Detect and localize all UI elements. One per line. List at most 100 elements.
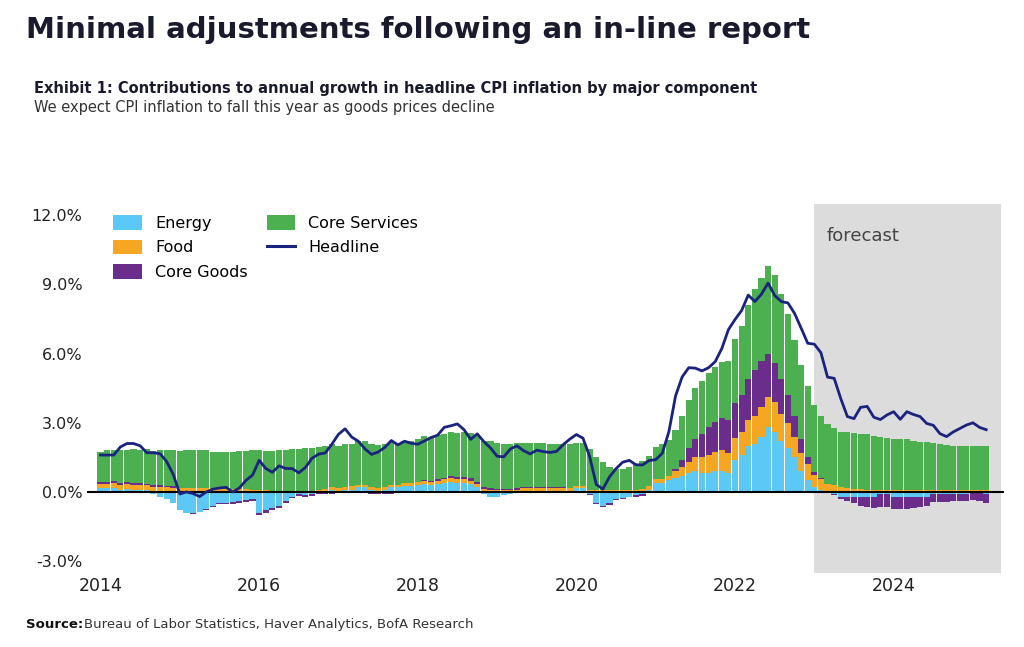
- Bar: [137, 450, 143, 483]
- Text: Bureau of Labor Statistics, Haver Analytics, BofA Research: Bureau of Labor Statistics, Haver Analyt…: [84, 618, 473, 631]
- Bar: [382, 444, 388, 487]
- Bar: [210, 492, 216, 506]
- Bar: [956, 446, 963, 490]
- Bar: [520, 487, 526, 488]
- Bar: [243, 500, 249, 502]
- Bar: [924, 490, 930, 492]
- Bar: [805, 465, 811, 480]
- Bar: [606, 466, 612, 490]
- Bar: [712, 422, 718, 452]
- Bar: [329, 492, 335, 494]
- Bar: [765, 354, 771, 397]
- Bar: [395, 487, 401, 492]
- Bar: [659, 492, 666, 493]
- Bar: [679, 459, 685, 466]
- Bar: [275, 492, 282, 506]
- Bar: [878, 437, 884, 490]
- Bar: [455, 479, 461, 483]
- Bar: [784, 314, 791, 395]
- Bar: [210, 452, 216, 488]
- Bar: [606, 492, 612, 503]
- Bar: [652, 479, 658, 483]
- Bar: [686, 448, 692, 462]
- Bar: [401, 492, 408, 493]
- Bar: [811, 472, 817, 475]
- Bar: [613, 469, 620, 490]
- Bar: [474, 482, 480, 484]
- Bar: [864, 492, 870, 496]
- Bar: [692, 457, 698, 471]
- Bar: [296, 490, 302, 492]
- Bar: [613, 499, 620, 500]
- Bar: [811, 406, 817, 472]
- Bar: [732, 403, 738, 438]
- Bar: [302, 490, 308, 492]
- Bar: [772, 432, 778, 492]
- Bar: [600, 492, 606, 506]
- Bar: [627, 496, 633, 498]
- Bar: [130, 485, 136, 490]
- Bar: [547, 491, 553, 492]
- Bar: [600, 462, 606, 490]
- Bar: [692, 471, 698, 492]
- Bar: [792, 416, 798, 437]
- Bar: [170, 450, 176, 487]
- Bar: [355, 441, 361, 485]
- Bar: [170, 487, 176, 488]
- Bar: [124, 482, 130, 484]
- Bar: [587, 492, 593, 494]
- Bar: [805, 480, 811, 492]
- Bar: [283, 492, 289, 501]
- Bar: [891, 490, 897, 492]
- Bar: [455, 483, 461, 492]
- Bar: [851, 433, 857, 488]
- Bar: [627, 492, 633, 496]
- Bar: [554, 491, 560, 492]
- Bar: [633, 492, 639, 496]
- Bar: [170, 492, 176, 503]
- Bar: [719, 471, 725, 492]
- Bar: [937, 490, 943, 492]
- Bar: [851, 488, 857, 492]
- Bar: [210, 488, 216, 492]
- Bar: [336, 488, 342, 491]
- Bar: [745, 446, 752, 492]
- Bar: [699, 457, 706, 474]
- Bar: [527, 487, 534, 488]
- Bar: [831, 492, 838, 494]
- Bar: [190, 450, 197, 488]
- Bar: [104, 450, 111, 481]
- Bar: [111, 483, 117, 488]
- Bar: [216, 503, 222, 505]
- Bar: [884, 492, 890, 494]
- Bar: [699, 434, 706, 457]
- Bar: [884, 494, 890, 507]
- Bar: [950, 494, 956, 501]
- Bar: [494, 443, 500, 488]
- Bar: [573, 486, 580, 488]
- Bar: [633, 490, 639, 492]
- Bar: [409, 441, 415, 483]
- Bar: [706, 428, 712, 455]
- Bar: [805, 386, 811, 457]
- Bar: [838, 492, 844, 496]
- Bar: [652, 447, 658, 479]
- Bar: [315, 490, 322, 492]
- Bar: [673, 478, 679, 492]
- Bar: [501, 444, 507, 488]
- Bar: [243, 492, 249, 500]
- Bar: [375, 491, 381, 492]
- Bar: [891, 439, 897, 490]
- Bar: [937, 494, 943, 502]
- Bar: [646, 456, 652, 487]
- Bar: [904, 496, 910, 509]
- Bar: [673, 469, 679, 471]
- Bar: [447, 478, 454, 481]
- Bar: [315, 448, 322, 490]
- Bar: [580, 443, 586, 486]
- Bar: [752, 444, 758, 492]
- Bar: [177, 488, 183, 492]
- Bar: [692, 388, 698, 439]
- Bar: [355, 487, 361, 492]
- Bar: [964, 490, 970, 492]
